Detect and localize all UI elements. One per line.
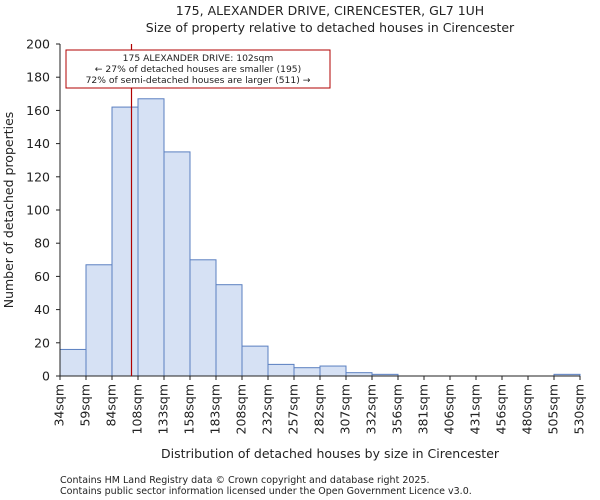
bar-158sqm	[189, 259, 217, 377]
bar-257sqm	[293, 367, 321, 377]
x-tick-label: 381sqm	[416, 384, 431, 434]
annotation-box: 175 ALEXANDER DRIVE: 102sqm ← 27% of det…	[65, 49, 331, 89]
x-tick-label: 406sqm	[442, 384, 457, 434]
bar-34sqm	[59, 348, 87, 377]
bar-84sqm	[111, 106, 139, 377]
y-tick-label: 80	[34, 236, 50, 251]
annotation-line-2: ← 27% of detached houses are smaller (19…	[95, 64, 301, 75]
x-tick-label: 208sqm	[234, 384, 249, 434]
bars-group	[59, 98, 581, 377]
y-tick-label: 40	[34, 302, 50, 317]
x-tick-label: 183sqm	[208, 384, 223, 434]
bar-108sqm	[137, 98, 165, 377]
x-tick-label: 332sqm	[364, 384, 379, 434]
x-tick-label: 505sqm	[546, 384, 561, 434]
bar-133sqm	[163, 151, 191, 377]
bar-183sqm	[215, 284, 243, 377]
x-tick-label: 480sqm	[520, 384, 535, 434]
bar-232sqm	[267, 363, 295, 377]
chart-subtitle: Size of property relative to detached ho…	[146, 20, 515, 35]
y-axis-label: Number of detached properties	[1, 112, 16, 309]
x-tick-label: 133sqm	[156, 384, 171, 434]
y-ticks-group: 0 20 40 60 80 100 120 140 160 180 200	[26, 37, 60, 384]
x-tick-label: 59sqm	[78, 384, 93, 427]
y-tick-label: 0	[42, 369, 50, 384]
x-tick-label: 158sqm	[182, 384, 197, 434]
bar-208sqm	[241, 345, 269, 377]
y-tick-label: 120	[26, 169, 50, 184]
y-tick-label: 100	[26, 203, 50, 218]
annotation-line-3: 72% of semi-detached houses are larger (…	[86, 75, 311, 86]
bar-59sqm	[85, 264, 113, 377]
bar-282sqm	[319, 365, 347, 377]
annotation-line-1: 175 ALEXANDER DRIVE: 102sqm	[123, 53, 274, 64]
x-tick-label: 456sqm	[494, 384, 509, 434]
x-tick-label: 34sqm	[52, 384, 67, 427]
y-tick-label: 160	[26, 103, 50, 118]
x-tick-label: 307sqm	[338, 384, 353, 434]
x-tick-label: 232sqm	[260, 384, 275, 434]
x-tick-label: 530sqm	[572, 384, 587, 434]
footer-line-2: Contains public sector information licen…	[60, 486, 472, 497]
y-tick-label: 200	[26, 37, 50, 52]
y-tick-label: 140	[26, 136, 50, 151]
x-tick-label: 257sqm	[286, 384, 301, 434]
x-tick-label: 431sqm	[468, 384, 483, 434]
chart-title: 175, ALEXANDER DRIVE, CIRENCESTER, GL7 1…	[176, 3, 484, 18]
footer-line-1: Contains HM Land Registry data © Crown c…	[60, 475, 430, 486]
y-tick-label: 20	[34, 335, 50, 350]
y-tick-label: 60	[34, 269, 50, 284]
y-tick-label: 180	[26, 70, 50, 85]
x-axis-label: Distribution of detached houses by size …	[161, 446, 500, 461]
x-tick-label: 356sqm	[390, 384, 405, 434]
x-ticks-group: 34sqm 59sqm 84sqm 108sqm 133sqm 158sqm 183sqm 2…	[52, 376, 587, 434]
x-tick-label: 108sqm	[130, 384, 145, 434]
x-tick-label: 282sqm	[312, 384, 327, 434]
x-tick-label: 84sqm	[104, 384, 119, 427]
